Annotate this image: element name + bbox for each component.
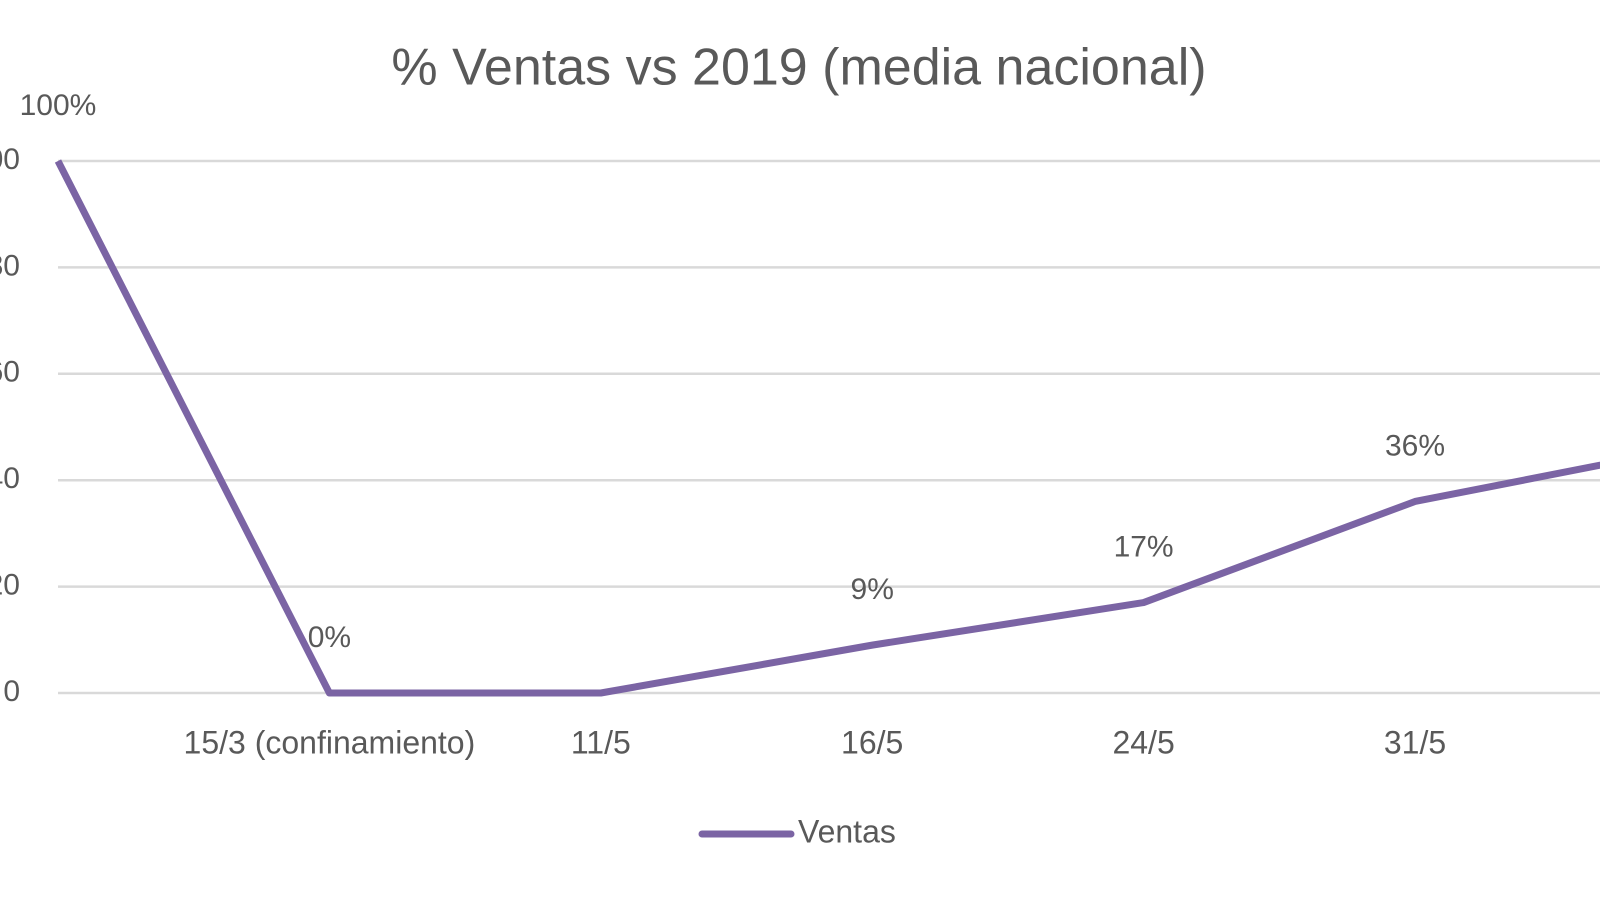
- x-tick-label: 11/5: [571, 724, 631, 760]
- y-tick-label: 40: [0, 462, 20, 495]
- y-tick-label: 100: [0, 143, 20, 176]
- x-tick-label: 15/3 (confinamiento): [184, 724, 476, 760]
- data-line: [54, 159, 1600, 697]
- data-label: 100%: [20, 89, 97, 122]
- y-tick-label: 0: [3, 675, 20, 708]
- data-label: 36%: [1385, 429, 1445, 462]
- x-tick-label: 24/5: [1112, 724, 1174, 760]
- y-tick-label: 20: [0, 569, 20, 602]
- x-tick-label: 16/5: [841, 724, 903, 760]
- chart-title: % Ventas vs 2019 (media nacional): [391, 39, 1206, 97]
- y-tick-label: 60: [0, 356, 20, 389]
- data-label: 0%: [308, 621, 351, 654]
- data-label: 17%: [1114, 530, 1174, 563]
- legend-label: Ventas: [798, 813, 896, 849]
- x-tick-label: 31/5: [1384, 724, 1446, 760]
- data-label: 9%: [851, 573, 894, 606]
- y-tick-label: 80: [0, 249, 20, 282]
